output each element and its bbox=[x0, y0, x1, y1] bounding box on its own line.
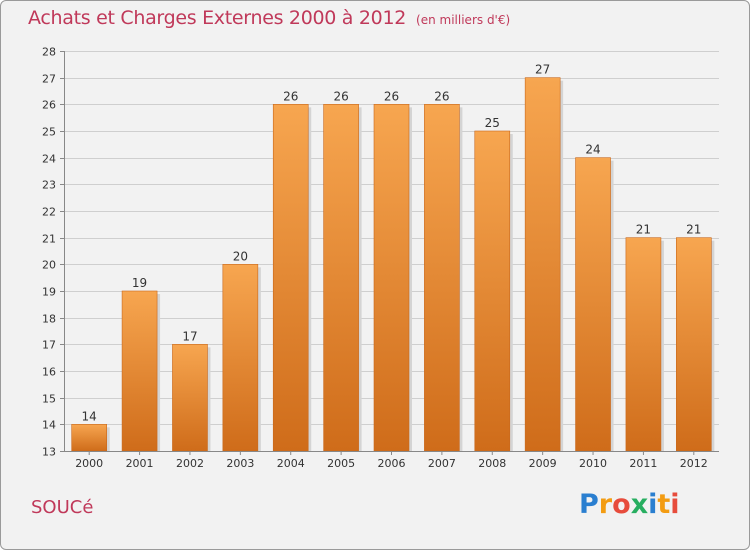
y-tick-label: 18 bbox=[42, 313, 56, 326]
chart-title-block: Achats et Charges Externes 2000 à 2012 (e… bbox=[28, 7, 510, 29]
city-name: SOUCé bbox=[31, 497, 94, 518]
bar-2005[interactable] bbox=[323, 104, 359, 452]
x-tick-label: 2007 bbox=[428, 457, 456, 470]
data-label-2007: 26 bbox=[434, 89, 449, 103]
x-axis-ticks: 2000 2001 2002 2003 2004 2005 2006 2007 2008 2009… bbox=[75, 451, 708, 470]
logo-letter: o bbox=[612, 489, 631, 520]
x-tick-label: 2010 bbox=[579, 457, 607, 470]
bar-2006[interactable] bbox=[373, 104, 410, 452]
x-tick-label: 2001 bbox=[126, 457, 154, 470]
data-label-2006: 26 bbox=[384, 89, 399, 103]
logo-letter: i bbox=[670, 489, 680, 520]
y-tick-label: 26 bbox=[42, 99, 56, 112]
x-tick-label: 2006 bbox=[378, 457, 406, 470]
logo-letter: r bbox=[598, 489, 613, 520]
x-tick-label: 2009 bbox=[529, 457, 557, 470]
data-label-2012: 21 bbox=[686, 223, 701, 237]
y-tick-label: 28 bbox=[42, 46, 56, 59]
y-tick-label: 14 bbox=[42, 419, 56, 432]
chart-unit: (en milliers d'€) bbox=[416, 13, 511, 27]
proxiti-logo[interactable]: Proxiti bbox=[579, 489, 680, 520]
data-label-2004: 26 bbox=[283, 89, 298, 103]
bar-2003[interactable] bbox=[222, 264, 259, 452]
bar-2000[interactable] bbox=[71, 424, 107, 452]
bar-2012[interactable] bbox=[676, 237, 712, 452]
data-label-2003: 20 bbox=[233, 249, 248, 263]
logo-letter: i bbox=[648, 489, 658, 520]
bars bbox=[71, 77, 715, 452]
y-axis-ticks: 13 14 15 16 17 18 19 20 21 22 23 24 25 26 27 28 bbox=[42, 46, 64, 459]
data-label-2010: 24 bbox=[585, 143, 600, 157]
x-tick-label: 2011 bbox=[629, 457, 657, 470]
y-tick-label: 19 bbox=[42, 286, 56, 299]
bar-2001[interactable] bbox=[121, 290, 158, 452]
chart-title: Achats et Charges Externes 2000 à 2012 bbox=[28, 7, 407, 29]
x-tick-label: 2012 bbox=[680, 457, 708, 470]
y-tick-label: 23 bbox=[42, 179, 56, 192]
x-tick-label: 2004 bbox=[277, 457, 305, 470]
data-label-2008: 25 bbox=[485, 116, 500, 130]
data-label-2011: 21 bbox=[636, 223, 651, 237]
x-tick-label: 2008 bbox=[478, 457, 506, 470]
x-tick-label: 2002 bbox=[176, 457, 204, 470]
bar-2002[interactable] bbox=[172, 344, 208, 452]
logo-letter: x bbox=[630, 489, 649, 520]
y-tick-label: 13 bbox=[42, 446, 56, 459]
y-tick-label: 20 bbox=[42, 259, 56, 272]
axes bbox=[64, 51, 719, 452]
y-tick-label: 17 bbox=[42, 339, 56, 352]
y-tick-label: 15 bbox=[42, 393, 56, 406]
y-tick-label: 22 bbox=[42, 206, 56, 219]
y-tick-label: 16 bbox=[42, 366, 56, 379]
bar-2009[interactable] bbox=[524, 77, 561, 452]
data-label-2005: 26 bbox=[333, 89, 348, 103]
bar-2011[interactable] bbox=[625, 237, 662, 452]
bar-2004[interactable] bbox=[272, 104, 309, 452]
logo-letter: P bbox=[579, 489, 599, 520]
data-label-2009: 27 bbox=[535, 63, 550, 77]
x-tick-label: 2000 bbox=[75, 457, 103, 470]
x-tick-label: 2005 bbox=[327, 457, 355, 470]
logo-letter: t bbox=[657, 489, 671, 520]
y-tick-label: 24 bbox=[42, 153, 56, 166]
bar-2007[interactable] bbox=[424, 104, 460, 452]
bar-2008[interactable] bbox=[474, 130, 511, 452]
data-labels: 14 19 17 20 26 26 26 26 25 27 24 21 21 bbox=[82, 63, 702, 424]
data-label-2002: 17 bbox=[182, 329, 197, 343]
data-label-2000: 14 bbox=[82, 409, 97, 423]
y-tick-label: 25 bbox=[42, 126, 56, 139]
x-tick-label: 2003 bbox=[226, 457, 254, 470]
y-tick-label: 21 bbox=[42, 233, 56, 246]
data-label-2001: 19 bbox=[132, 276, 147, 290]
bar-2010[interactable] bbox=[575, 157, 611, 452]
y-tick-label: 27 bbox=[42, 73, 56, 86]
